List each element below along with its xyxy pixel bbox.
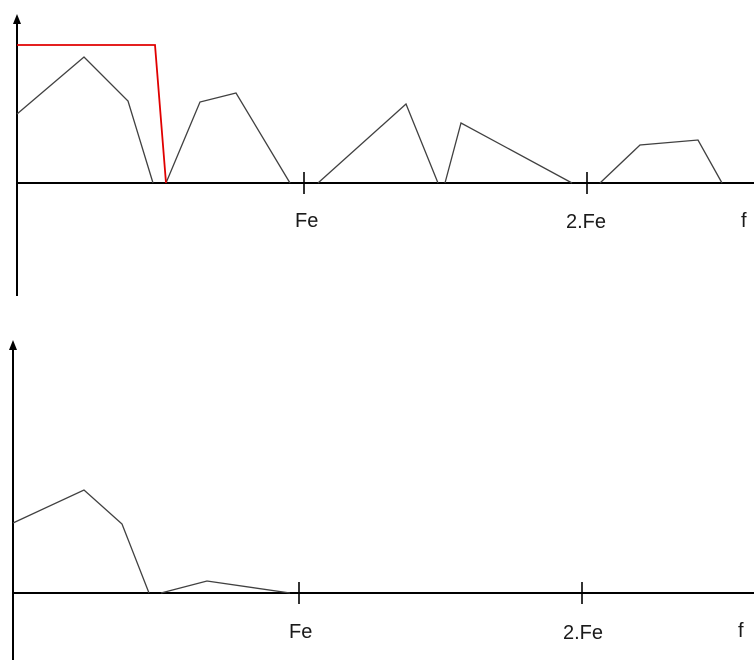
bottom-tick-label-2fe: 2.Fe [563, 622, 603, 644]
top-baseband-lobe [16, 56, 154, 184]
top-image-lobe-3 [444, 122, 573, 184]
top-tick-label-fe: Fe [295, 210, 318, 232]
top-image-lobe-2 [317, 102, 439, 184]
bottom-baseband-lobe [12, 489, 150, 594]
bottom-plot: Fe 2.Fe f [9, 340, 754, 660]
bottom-y-axis-arrowhead [9, 340, 17, 350]
top-plot: Fe 2.Fe f [13, 14, 754, 296]
bottom-residual-lobe [160, 580, 291, 594]
bottom-x-axis-label: f [738, 620, 744, 642]
top-image-lobe-1 [165, 92, 291, 184]
top-lowpass-filter-curve [17, 44, 167, 184]
top-x-axis-label: f [741, 210, 747, 232]
top-y-axis-arrowhead [13, 14, 21, 24]
top-image-lobe-4 [599, 139, 723, 184]
bottom-tick-label-fe: Fe [289, 621, 312, 643]
top-tick-label-2fe: 2.Fe [566, 211, 606, 233]
